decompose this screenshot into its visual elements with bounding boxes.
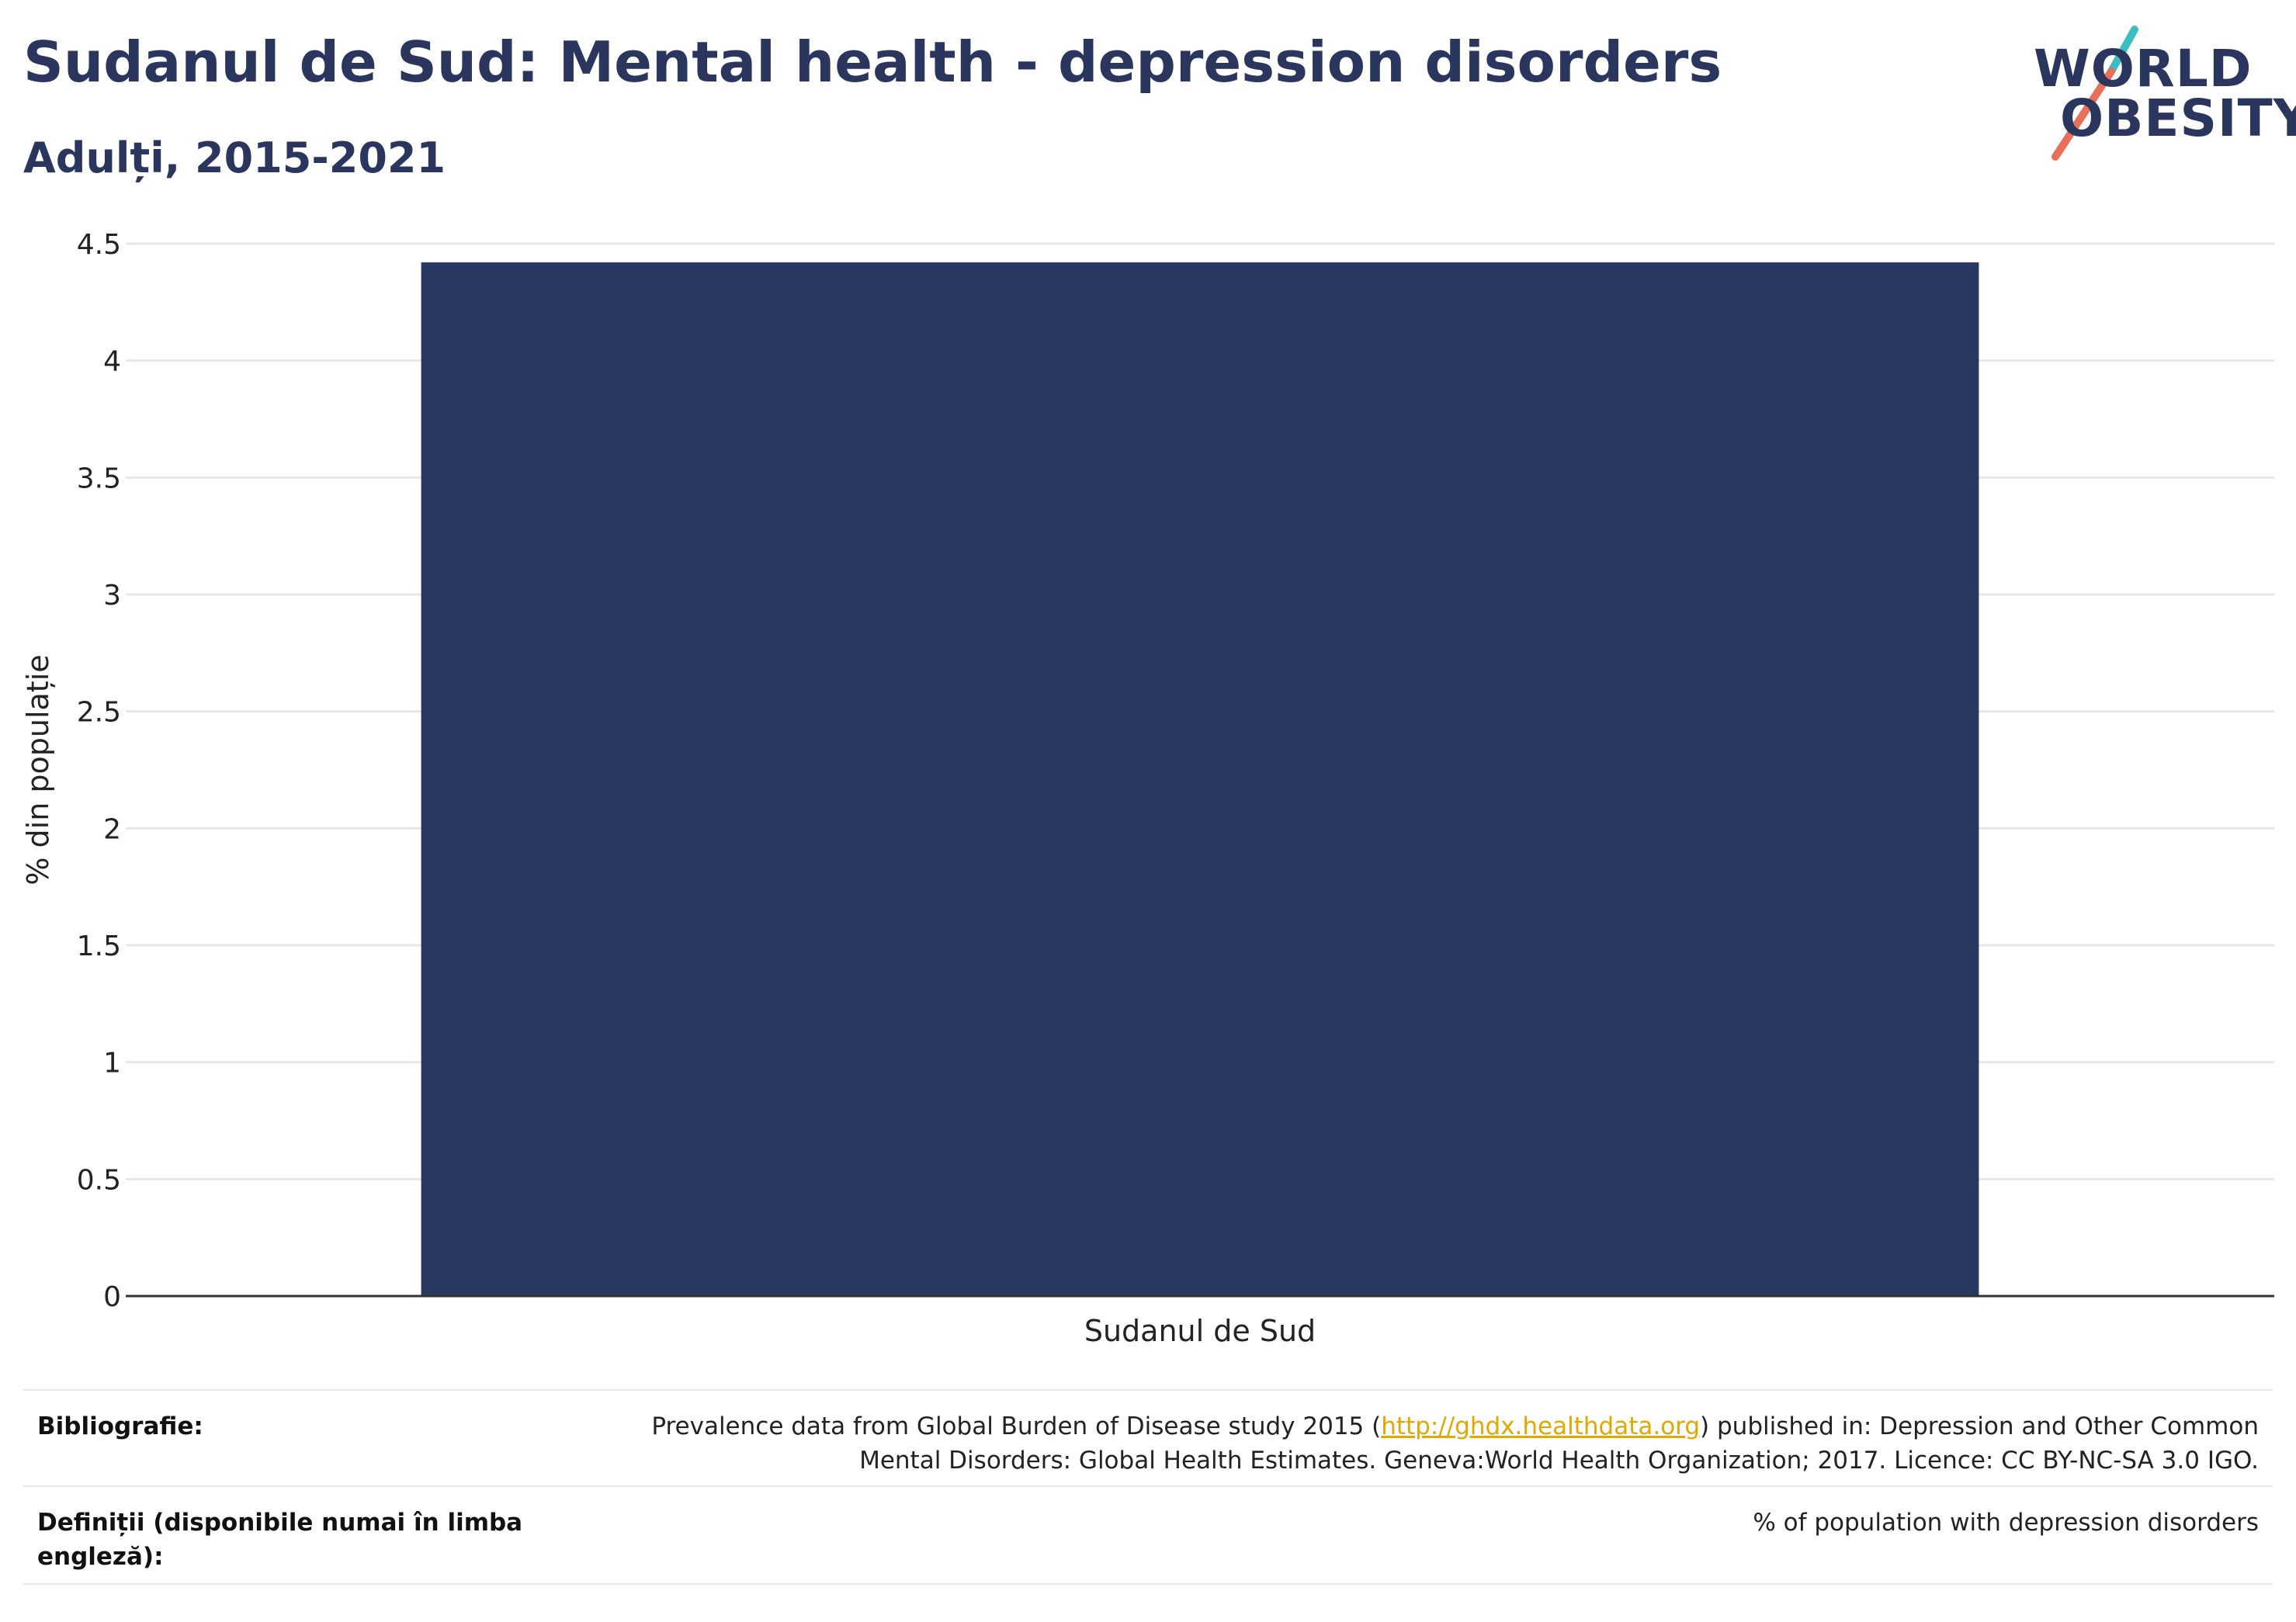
world-obesity-logo: WORLD OBESITY [2018, 23, 2296, 163]
y-tick-label: 0 [103, 1281, 121, 1313]
bars [421, 262, 1979, 1296]
y-tick-label: 1.5 [77, 931, 121, 962]
logo-text-world: WORLD [2034, 39, 2253, 99]
y-tick-label: 2.5 [77, 697, 121, 729]
bibliography-pre: Prevalence data from Global Burden of Di… [651, 1412, 1382, 1440]
y-tick-label: 1 [103, 1048, 121, 1080]
bibliography-label: Bibliografie: [37, 1412, 203, 1440]
definitions-text: % of population with depression disorder… [1753, 1509, 2259, 1537]
x-tick-label: Sudanul de Sud [1084, 1314, 1316, 1348]
bibliography-text: Prevalence data from Global Burden of Di… [551, 1409, 2259, 1478]
footer-divider-bottom [23, 1583, 2273, 1585]
bibliography-link[interactable]: http://ghdx.healthdata.org [1381, 1412, 1701, 1440]
logo-slash-icon [2051, 26, 2138, 161]
axes: 0 0.5 1 1.5 2 2.5 3 3.5 4 4.5 Sudanul de Sud [77, 229, 2274, 1348]
bibliography-post: ) published in: Depression and Other Com… [1700, 1412, 2259, 1440]
y-axis-label: % din populație [21, 654, 55, 885]
chart-title: Sudanul de Sud: Mental health - depressi… [23, 29, 1722, 95]
logo-text-obesity: OBESITY [2060, 88, 2296, 148]
bar-chart: 0 0.5 1 1.5 2 2.5 3 3.5 4 4.5 Sudanul de Sud % din… [21, 229, 2274, 1348]
chart-subtitle: Adulți, 2015-2021 [23, 133, 446, 182]
bar[interactable] [421, 262, 1979, 1296]
y-tick-label: 2 [103, 813, 121, 845]
y-tick-label: 0.5 [77, 1164, 121, 1196]
y-tick-label: 4 [103, 346, 121, 378]
y-tick-label: 3 [103, 580, 121, 612]
y-tick-label: 3.5 [77, 463, 121, 494]
definitions-label: Definiții (disponibile numai în limba en… [37, 1509, 523, 1571]
bibliography-line2: Mental Disorders: Global Health Estimate… [859, 1447, 2259, 1475]
footer-divider-middle [23, 1485, 2273, 1487]
footer-divider-top [23, 1389, 2273, 1391]
y-tick-label: 4.5 [77, 229, 121, 261]
